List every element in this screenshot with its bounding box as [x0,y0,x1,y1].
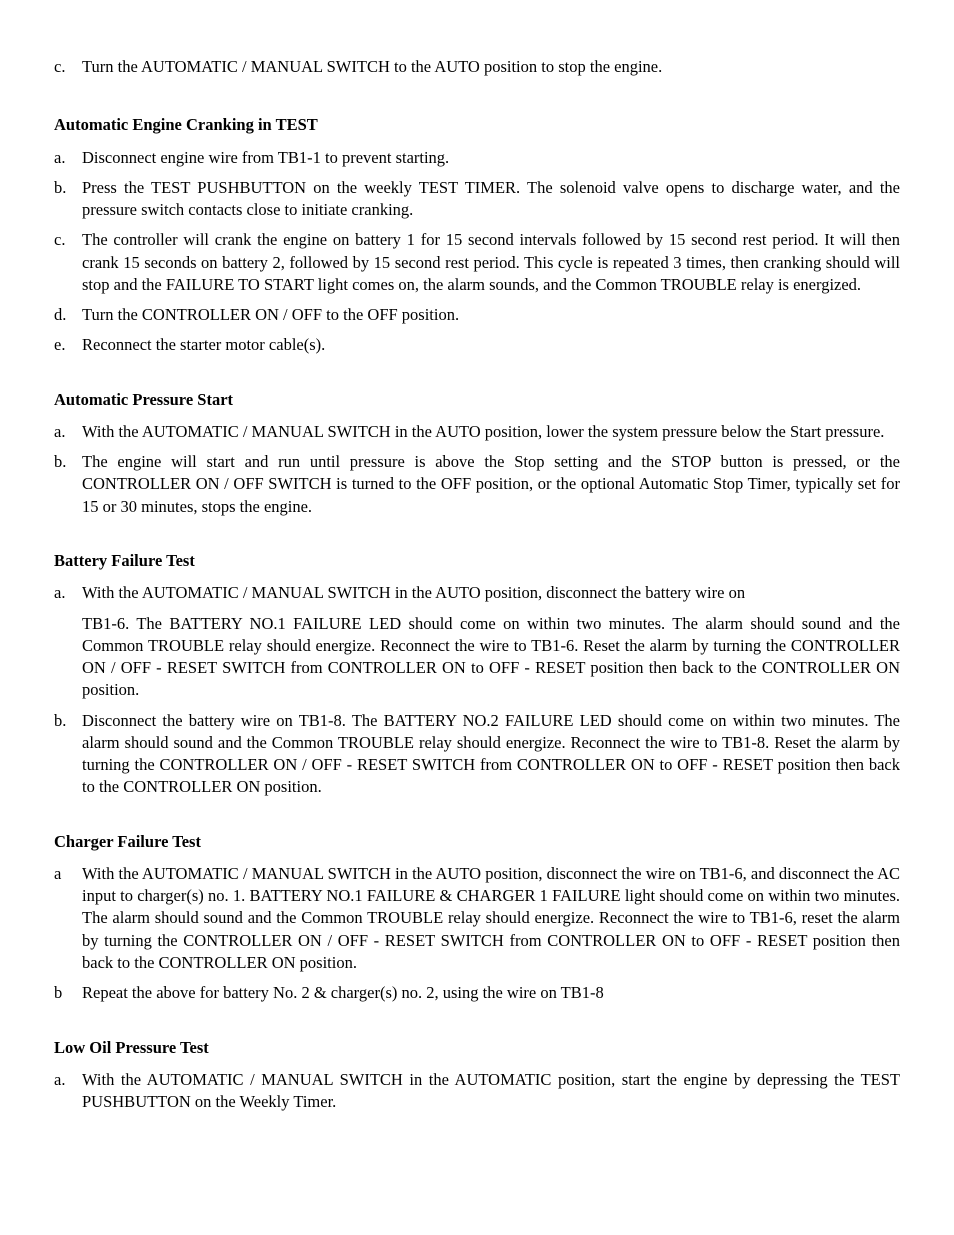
list-item-1d: d. Turn the CONTROLLER ON / OFF to the O… [54,304,900,326]
item-marker: d. [54,304,82,326]
item-text: Turn the CONTROLLER ON / OFF to the OFF … [82,304,900,326]
item-text: Press the TEST PUSHBUTTON on the weekly … [82,177,900,222]
item-text: With the AUTOMATIC / MANUAL SWITCH in th… [82,421,900,443]
list-item-2a: a. With the AUTOMATIC / MANUAL SWITCH in… [54,421,900,443]
item-marker: b. [54,710,82,799]
item-marker: e. [54,334,82,356]
item-marker: c. [54,56,82,78]
item-marker: a. [54,582,82,604]
item-marker: b. [54,451,82,518]
item-continuation-3a: TB1-6. The BATTERY NO.1 FAILURE LED shou… [82,613,900,702]
item-marker: b [54,982,82,1004]
item-text: Turn the AUTOMATIC / MANUAL SWITCH to th… [82,56,900,78]
item-text: Disconnect the battery wire on TB1-8. Th… [82,710,900,799]
section-heading-cranking: Automatic Engine Cranking in TEST [54,114,900,136]
list-item-2b: b. The engine will start and run until p… [54,451,900,518]
item-marker: a [54,863,82,974]
list-item-4b: b Repeat the above for battery No. 2 & c… [54,982,900,1004]
item-text: With the AUTOMATIC / MANUAL SWITCH in th… [82,1069,900,1114]
list-item-1c: c. The controller will crank the engine … [54,229,900,296]
list-item-c-top: c. Turn the AUTOMATIC / MANUAL SWITCH to… [54,56,900,78]
item-marker: a. [54,1069,82,1114]
item-text: With the AUTOMATIC / MANUAL SWITCH in th… [82,582,900,604]
list-item-3b: b. Disconnect the battery wire on TB1-8.… [54,710,900,799]
list-item-1a: a. Disconnect engine wire from TB1-1 to … [54,147,900,169]
list-item-5a: a. With the AUTOMATIC / MANUAL SWITCH in… [54,1069,900,1114]
list-item-1e: e. Reconnect the starter motor cable(s). [54,334,900,356]
item-marker: c. [54,229,82,296]
item-text: The controller will crank the engine on … [82,229,900,296]
item-text: With the AUTOMATIC / MANUAL SWITCH in th… [82,863,900,974]
section-heading-low-oil: Low Oil Pressure Test [54,1037,900,1059]
list-item-1b: b. Press the TEST PUSHBUTTON on the week… [54,177,900,222]
section-heading-pressure-start: Automatic Pressure Start [54,389,900,411]
item-marker: a. [54,421,82,443]
item-text: Reconnect the starter motor cable(s). [82,334,900,356]
item-marker: b. [54,177,82,222]
item-text: Repeat the above for battery No. 2 & cha… [82,982,900,1004]
item-marker: a. [54,147,82,169]
list-item-3a: a. With the AUTOMATIC / MANUAL SWITCH in… [54,582,900,604]
section-heading-battery-failure: Battery Failure Test [54,550,900,572]
section-heading-charger-failure: Charger Failure Test [54,831,900,853]
item-text: Disconnect engine wire from TB1-1 to pre… [82,147,900,169]
item-text: The engine will start and run until pres… [82,451,900,518]
list-item-4a: a With the AUTOMATIC / MANUAL SWITCH in … [54,863,900,974]
